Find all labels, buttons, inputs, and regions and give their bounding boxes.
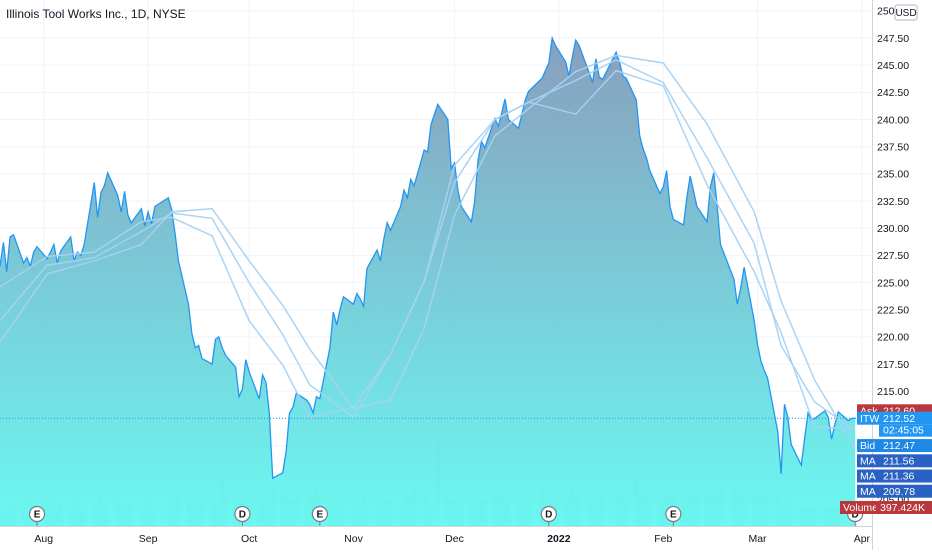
- price-tag-label: MA: [860, 486, 876, 498]
- ma-line-2: [0, 58, 856, 432]
- y-tick-label: 217.50: [877, 359, 909, 371]
- price-tag-ma: MA 209.78: [857, 484, 932, 498]
- event-letter: E: [317, 510, 324, 521]
- price-tag-value-bg: [879, 439, 932, 453]
- y-tick-label: 240.00: [877, 114, 909, 126]
- price-tag-label-bg: [857, 484, 879, 498]
- price-tag-label: ITW: [860, 413, 879, 425]
- price-tag-label: MA: [860, 455, 876, 467]
- y-tick-label: 227.50: [877, 250, 909, 262]
- event-badge: [28, 505, 46, 523]
- price-area-fill: [0, 38, 856, 526]
- y-tick-label: 237.50: [877, 142, 909, 154]
- event-letter: E: [670, 510, 677, 521]
- x-axis-ticks: Aug Sep Oct Nov Dec 2022 Feb Mar Apr: [34, 533, 870, 545]
- x-tick-label: Feb: [654, 533, 672, 545]
- volume-tag-value-bg: [876, 501, 932, 514]
- y-tick-label: 242.50: [877, 87, 909, 99]
- event-badge: [311, 505, 328, 523]
- y-tick-label: 245.00: [877, 60, 909, 72]
- dividend-marker[interactable]: D: [234, 505, 251, 526]
- x-tick-label: Nov: [344, 533, 363, 545]
- currency-label[interactable]: USD: [894, 4, 918, 21]
- price-tag-value: 211.36: [883, 471, 914, 483]
- y-tick-label: 225.00: [877, 277, 909, 289]
- price-tag-label-bg: [857, 454, 879, 468]
- y-tick-label: 247.50: [877, 33, 909, 45]
- x-tick-label: Aug: [34, 533, 53, 545]
- price-tag-value-bg: [879, 411, 932, 425]
- price-tag-label-bg: [857, 439, 879, 453]
- y-tick-label: 220.00: [877, 332, 909, 344]
- price-tag-value: 212.52: [883, 413, 915, 425]
- x-tick-label: 2022: [547, 533, 571, 545]
- currency-label-text: USD: [895, 8, 916, 19]
- volume-tag-value: 397.424K: [880, 502, 925, 514]
- x-tick-label: Oct: [241, 533, 257, 545]
- x-tick-label: Sep: [139, 533, 158, 545]
- volume-tag-label: Volume: [843, 502, 878, 514]
- price-tag-countdown: 02:45:05: [883, 425, 924, 437]
- price-tag-value: 212.47: [883, 440, 915, 452]
- y-tick-label: 232.50: [877, 196, 909, 208]
- price-tag-value: 211.56: [883, 455, 914, 467]
- chart-title: Illinois Tool Works Inc., 1D, NYSE: [6, 7, 186, 21]
- y-tick-label: 230.00: [877, 223, 909, 235]
- dividend-marker[interactable]: D: [540, 505, 557, 526]
- x-tick-label: Mar: [748, 533, 767, 545]
- x-tick-label: Apr: [854, 533, 871, 545]
- event-badge: [234, 505, 251, 523]
- price-tag-label: Bid: [860, 440, 875, 452]
- earnings-marker[interactable]: E: [665, 505, 682, 526]
- event-letter: D: [545, 510, 552, 521]
- price-line: [0, 35, 856, 480]
- volume-tag-label-bg: [840, 501, 876, 514]
- earnings-marker[interactable]: E: [28, 505, 46, 526]
- price-tag-ma: MA 211.56: [857, 454, 932, 467]
- price-tag-bid: Bid 212.47: [857, 439, 932, 452]
- price-tag-value-bg: [879, 454, 932, 468]
- price-tag-value-bg: [879, 484, 932, 498]
- moving-averages: [0, 54, 856, 449]
- event-letter: D: [852, 510, 859, 521]
- price-tag-label: MA: [860, 471, 876, 483]
- price-tag-label-bg: [857, 411, 879, 425]
- price-area: [0, 35, 856, 526]
- y-tick-label: 222.50: [877, 305, 909, 317]
- volume-tag: Volume 397.424K: [840, 501, 932, 514]
- price-tag-value: 209.78: [883, 486, 915, 498]
- event-letter: E: [34, 510, 41, 521]
- earnings-marker[interactable]: E: [311, 505, 328, 526]
- y-tick-label: 235.00: [877, 169, 909, 181]
- price-tag-ma: MA 211.36: [857, 469, 932, 483]
- price-tag-label-bg: [857, 469, 879, 483]
- event-badge: [665, 505, 682, 523]
- x-tick-label: Dec: [445, 533, 464, 545]
- event-badge: [540, 505, 557, 523]
- price-tag-countdown-bg: [879, 424, 932, 437]
- y-tick-label: 215.00: [877, 386, 909, 398]
- price-tag-value-bg: [879, 469, 932, 483]
- event-letter: D: [239, 510, 246, 521]
- ma-line-3: [0, 54, 856, 449]
